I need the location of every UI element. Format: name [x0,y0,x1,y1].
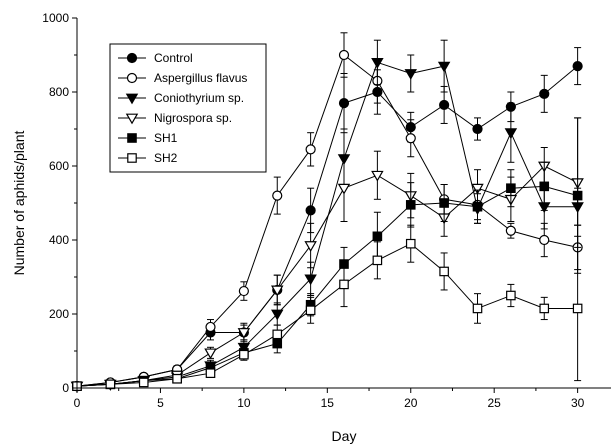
series-line [76,243,578,387]
data-point [305,305,316,316]
legend-marker [127,153,137,163]
data-point [205,368,216,378]
data-point [272,190,283,201]
legend-label: SH2 [154,151,178,165]
y-tick-label: 600 [49,159,69,173]
data-point [338,49,350,61]
data-point [472,201,483,212]
y-tick-label: 200 [49,307,69,321]
data-point [539,88,550,99]
data-point [239,349,249,360]
x-tick-label: 5 [157,396,164,410]
data-point [472,303,483,314]
data-point [304,274,317,286]
data-point [204,348,217,360]
y-axis-label: Number of aphids/plant [11,131,27,276]
data-point [505,225,516,236]
x-tick-label: 10 [237,396,251,410]
legend-box [109,43,267,173]
data-point [439,266,449,277]
data-point [339,279,349,290]
data-point [271,309,284,321]
data-point [439,198,449,208]
data-point [337,183,351,195]
data-point [572,190,583,201]
x-tick-label: 20 [404,396,418,410]
x-axis-label: Day [332,428,357,444]
legend-label: SH1 [154,131,178,145]
legend-label: Nigrospora sp. [154,111,232,125]
axes: 0 5 10 15 20 25 30 0 200 400 600 800 1000 [42,11,611,410]
data-point [539,181,550,192]
data-point [172,373,182,384]
data-point [405,133,416,144]
data-point [572,303,583,314]
data-point [506,290,516,301]
x-tick-label: 30 [571,396,585,410]
data-point [138,377,149,388]
data-point [372,231,383,242]
data-point [472,123,483,135]
data-point [105,379,116,390]
series-line [76,54,578,387]
data-point [405,200,416,210]
series-line [76,185,578,387]
y-tick-label: 0 [62,381,69,395]
data-point [305,144,316,155]
data-point [539,303,550,314]
y-tick-label: 1000 [42,11,69,25]
data-point [271,285,284,297]
data-point [205,321,216,333]
data-point [304,241,317,252]
plot-area [70,32,584,393]
x-tick-label: 25 [488,396,502,410]
legend-marker [125,93,139,105]
data-point [404,69,417,80]
y-tick-label: 400 [49,233,69,247]
data-point [338,97,350,109]
series-5 [72,224,583,391]
legend-marker [126,52,138,64]
legend-marker [127,133,137,143]
legend-label: Coniothyrium sp. [154,91,244,105]
legend-label: Control [154,51,193,65]
x-tick-label: 15 [321,396,335,410]
y-tick-label: 800 [49,85,69,99]
data-point [506,183,516,193]
series-line [76,165,578,387]
data-point [405,238,416,249]
series-line [76,61,578,387]
data-point [305,205,316,216]
data-point [504,128,518,140]
data-point [371,170,384,182]
data-point [572,60,583,72]
legend: Control Aspergillus flavus Coniothyrium sp… [109,43,267,173]
data-point [372,255,383,266]
legend-marker [126,72,138,84]
data-point [371,57,384,69]
data-point [471,183,484,195]
data-point [439,99,450,111]
legend-label: Aspergillus flavus [154,71,247,85]
data-point [237,328,251,339]
legend-marker [125,113,139,125]
x-tick-label: 0 [74,396,81,410]
data-point [539,234,550,246]
data-point [437,61,451,73]
data-point [272,329,283,340]
data-point [238,285,249,297]
